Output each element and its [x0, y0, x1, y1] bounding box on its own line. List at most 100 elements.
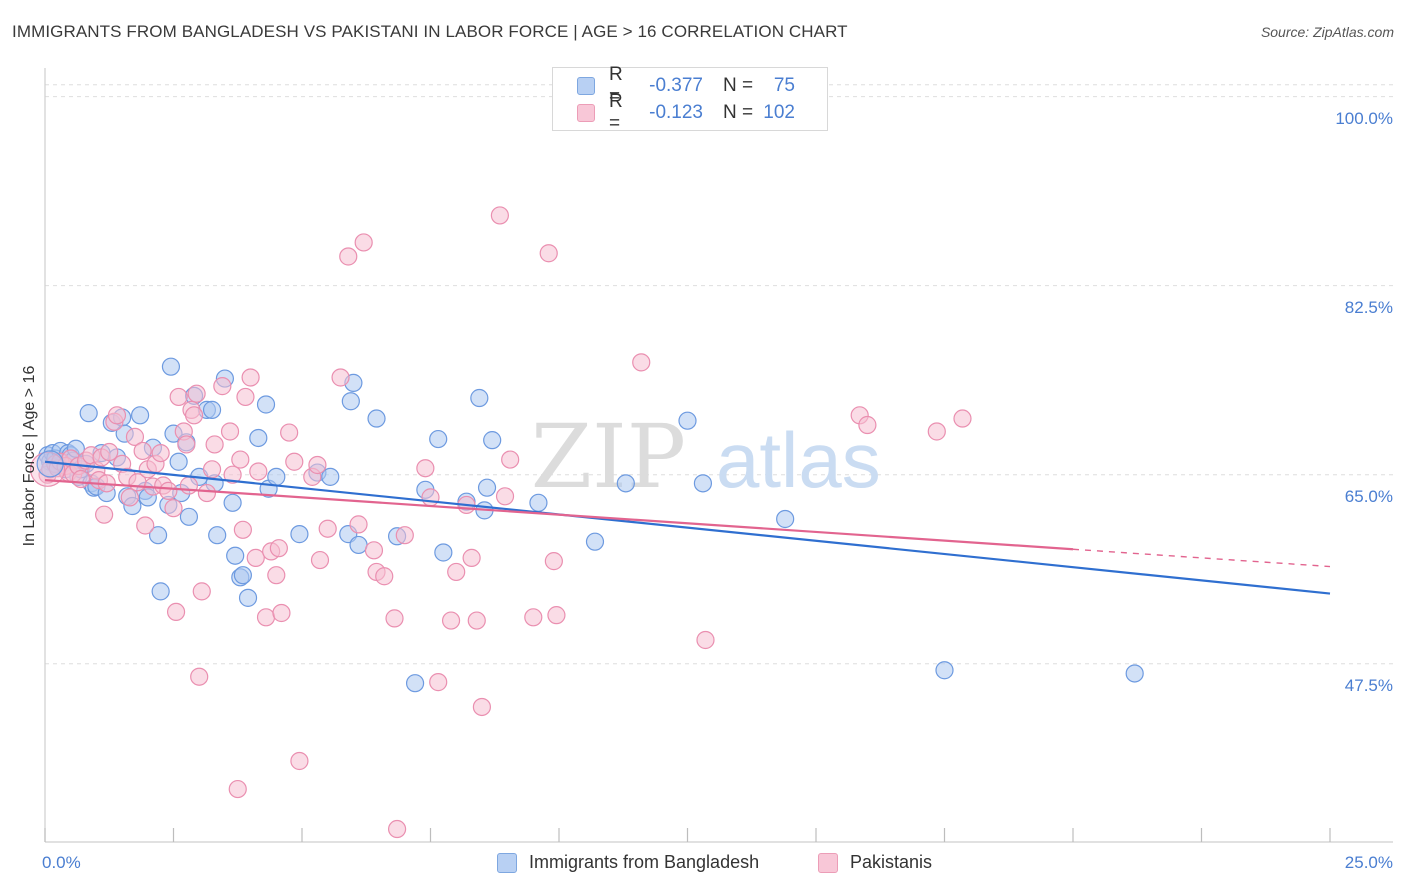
n-label: N =: [723, 75, 754, 96]
y-tick-label: 100.0%: [1335, 108, 1393, 128]
bangladesh-point: [202, 400, 222, 419]
pakistani-point: [184, 406, 204, 425]
pakistani-point: [236, 387, 255, 407]
pakistani-point: [447, 562, 466, 582]
legend-swatch-pink: [818, 852, 838, 873]
bangladesh-point: [223, 493, 242, 512]
pakistani-point: [133, 441, 152, 461]
pakistani-point: [375, 567, 394, 586]
bangladesh-point: [208, 526, 227, 545]
pakistani-point: [233, 520, 252, 539]
bangladesh-point: [151, 582, 170, 601]
pakistani-point: [927, 422, 946, 441]
pakistani-point: [364, 541, 384, 560]
data-points: [29, 206, 1144, 839]
legend-swatch-blue: [497, 852, 517, 873]
pakistani-point: [246, 548, 265, 567]
pakistani-point: [190, 667, 209, 686]
pakistani-point: [953, 409, 972, 428]
pakistani-point: [490, 206, 509, 225]
y-tick-label: 82.5%: [1344, 297, 1393, 317]
legend-item-pakistanis[interactable]: Pakistanis: [818, 852, 932, 873]
r-value: -0.377: [649, 75, 703, 96]
bangladesh-point: [429, 429, 448, 449]
pakistani-point: [696, 630, 715, 650]
pakistani-point: [547, 606, 566, 625]
pakistani-point: [308, 455, 327, 475]
legend-label-pakistanis: Pakistanis: [850, 852, 933, 872]
pakistani-point: [164, 499, 183, 518]
trend-line-pakistanis-extension: [1072, 548, 1331, 568]
pakistani-point: [223, 465, 242, 484]
pakistani-point: [231, 450, 250, 469]
bangladesh-point: [226, 546, 245, 565]
pakistani-point: [290, 751, 309, 771]
pakistani-point: [387, 819, 407, 839]
bangladesh-point: [267, 467, 286, 486]
bangladesh-point: [529, 493, 548, 512]
pakistani-point: [524, 608, 543, 627]
pakistani-point: [632, 353, 651, 372]
bangladesh-point: [249, 428, 268, 448]
y-tick-label: 65.0%: [1344, 486, 1393, 506]
legend-label-bangladesh: Immigrants from Bangladesh: [529, 852, 760, 872]
pakistani-point: [858, 415, 877, 435]
pakistani-point: [166, 602, 186, 622]
pakistani-point: [241, 368, 260, 387]
bangladesh-point: [1125, 664, 1144, 683]
bangladesh-point: [776, 509, 795, 529]
pakistani-point: [339, 247, 358, 266]
pakistani-point: [269, 539, 288, 558]
pakistani-point: [177, 435, 196, 454]
pakistani-point: [441, 611, 461, 630]
watermark-atlas: atlas: [716, 416, 881, 504]
pakistani-point: [416, 459, 435, 478]
pakistani-point: [280, 423, 299, 442]
bangladesh-point: [341, 392, 360, 411]
pakistani-point: [100, 442, 119, 462]
stats-row-bangladesh: R = -0.377 N = 75: [577, 64, 795, 107]
n-value: 75: [773, 75, 795, 96]
bangladesh-point: [179, 507, 199, 526]
bangladesh-point: [405, 674, 425, 693]
pakistani-point: [29, 451, 66, 487]
pakistani-point: [310, 550, 330, 570]
source-credit: Source: ZipAtlas.com: [1260, 24, 1394, 40]
pakistani-point: [267, 566, 286, 585]
legend-swatch-pink: [577, 104, 595, 122]
bangladesh-point: [483, 431, 502, 450]
y-axis-label: In Labor Force | Age > 16: [21, 365, 38, 547]
trend-line-bangladesh: [44, 460, 1331, 595]
pakistani-point: [256, 608, 276, 627]
pakistani-point: [501, 450, 520, 469]
bangladesh-point: [148, 526, 168, 545]
bangladesh-point: [585, 532, 605, 551]
pakistani-point: [272, 603, 291, 623]
pakistani-point: [421, 488, 440, 507]
chart-title: IMMIGRANTS FROM BANGLADESH VS PAKISTANI …: [12, 22, 848, 41]
watermark-zip: ZIP: [531, 405, 686, 508]
bangladesh-point: [470, 388, 489, 408]
bangladesh-point: [321, 467, 340, 486]
pakistani-point: [220, 422, 240, 441]
pakistani-point: [467, 611, 486, 630]
bangladesh-point: [256, 395, 276, 414]
pakistani-point: [249, 462, 268, 481]
bangladesh-point: [367, 409, 386, 428]
x-tick-label-max: 25.0%: [1344, 853, 1393, 872]
pakistani-point: [462, 548, 481, 567]
pakistani-point: [120, 488, 139, 507]
pakistani-point: [539, 244, 558, 263]
y-tick-label: 47.5%: [1344, 675, 1393, 695]
bangladesh-point: [169, 452, 188, 471]
pakistani-point: [95, 505, 114, 524]
pakistani-point: [192, 582, 211, 601]
pakistani-point: [385, 609, 404, 628]
legend-item-bangladesh[interactable]: Immigrants from Bangladesh: [497, 852, 759, 873]
stats-row-pakistanis: R = -0.123 N = 102: [577, 91, 795, 134]
pakistani-point: [395, 526, 414, 545]
pakistani-point: [205, 435, 224, 454]
trend-line-pakistanis: [44, 479, 1074, 551]
bangladesh-point: [616, 474, 635, 493]
